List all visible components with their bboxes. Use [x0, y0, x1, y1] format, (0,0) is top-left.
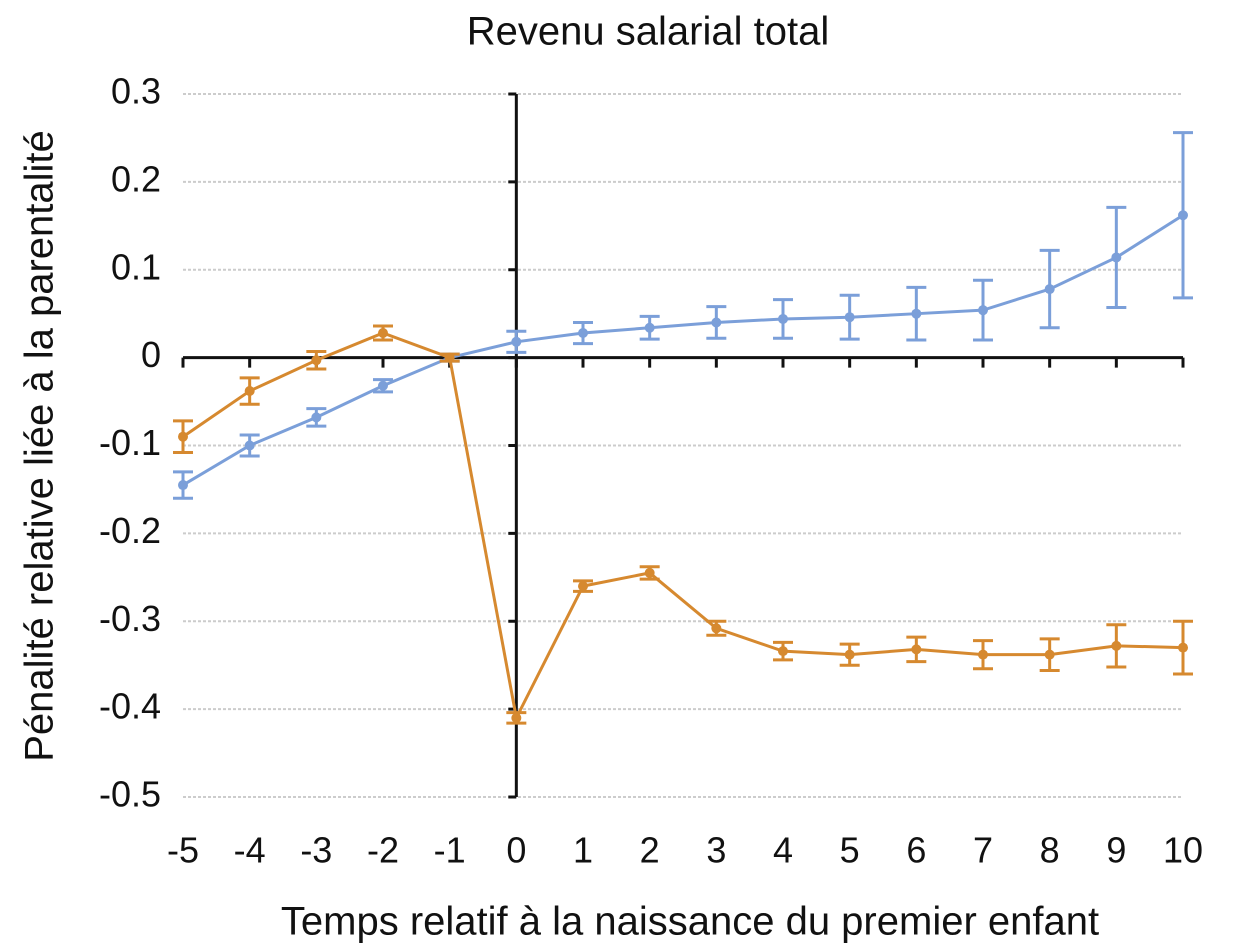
data-point [378, 328, 388, 339]
x-axis-label: Temps relatif à la naissance du premier … [281, 900, 1099, 944]
x-tick-label: -3 [300, 830, 332, 871]
data-point [978, 305, 988, 316]
data-point [578, 581, 588, 592]
x-tick-label: 5 [840, 830, 860, 871]
data-point [244, 440, 255, 451]
chart-title: Revenu salarial total [467, 10, 829, 54]
data-point [844, 649, 855, 660]
x-tick-label: -2 [367, 830, 399, 871]
x-tick-label: 3 [706, 830, 726, 871]
x-tick-label: 9 [1106, 830, 1126, 871]
data-point [911, 308, 922, 319]
y-tick-label: -0.4 [99, 686, 161, 727]
data-point [1111, 252, 1122, 263]
y-tick-label: 0.3 [111, 71, 161, 112]
data-point [1178, 642, 1188, 653]
data-point [178, 431, 188, 442]
x-tick-label: -5 [167, 830, 199, 871]
y-tick-label: 0.2 [111, 158, 161, 199]
data-point [311, 355, 322, 366]
data-point [1044, 284, 1055, 295]
data-point [311, 412, 322, 423]
data-point [1178, 210, 1188, 221]
data-point [911, 644, 922, 655]
data-point [511, 712, 522, 723]
data-point [244, 386, 255, 397]
y-tick-label: 0 [141, 334, 161, 375]
y-tick-label: -0.1 [99, 422, 161, 463]
data-point [1044, 649, 1055, 660]
x-tick-label: 6 [906, 830, 926, 871]
x-tick-label: 2 [640, 830, 660, 871]
x-tick-label: 10 [1163, 830, 1203, 871]
x-tick-label: -1 [434, 830, 466, 871]
y-tick-label: -0.5 [99, 774, 161, 815]
x-tick-label: -4 [234, 830, 266, 871]
x-tick-label: 8 [1040, 830, 1060, 871]
series-line [182, 214, 1184, 487]
data-point [511, 336, 522, 347]
data-point [578, 328, 588, 339]
y-tick-label: -0.2 [99, 510, 161, 551]
data-point [378, 380, 388, 391]
data-point [711, 317, 722, 328]
x-tick-label: 7 [973, 830, 993, 871]
data-point [1111, 640, 1122, 651]
data-point [844, 312, 855, 323]
y-tick-label: -0.3 [99, 598, 161, 639]
x-tick-label: 4 [773, 830, 793, 871]
data-point [978, 649, 988, 660]
data-point [444, 352, 455, 363]
data-point [778, 313, 788, 324]
x-tick-label: 1 [573, 830, 593, 871]
data-point [711, 623, 722, 634]
y-axis-label: Pénalité relative liée à la parentalité [18, 130, 62, 762]
x-tick-label: 0 [506, 830, 526, 871]
data-point [644, 322, 655, 333]
series-line [182, 331, 1184, 723]
data-point [644, 567, 655, 578]
y-tick-label: 0.1 [111, 246, 161, 287]
data-point [178, 480, 188, 491]
data-point [778, 646, 788, 657]
